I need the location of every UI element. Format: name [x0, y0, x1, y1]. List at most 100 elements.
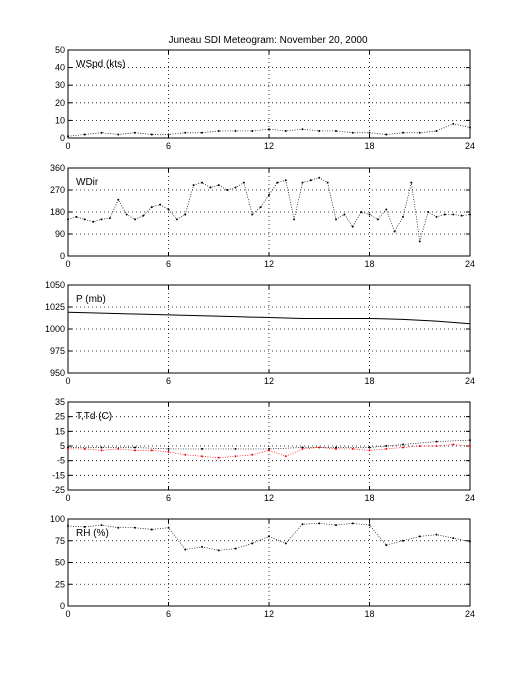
rh-data-point [402, 539, 404, 542]
rh-data-point [284, 542, 287, 545]
pressure-y-tick-label: 1025 [45, 302, 65, 312]
temp-dewpoint-data-point [301, 447, 304, 450]
rh-y-tick-label: 100 [50, 514, 65, 524]
wdir-data-point [217, 184, 220, 187]
temp-dewpoint-data-point [268, 447, 270, 450]
temp-dewpoint-x-tick-label: 6 [166, 493, 171, 503]
wdir-data-point [75, 215, 78, 218]
wspd-data-point [67, 135, 69, 138]
wdir-data-point [201, 181, 203, 184]
temp-dewpoint-data-point [234, 455, 237, 458]
temp-dewpoint-data-point [435, 445, 438, 447]
wdir-data-point [469, 213, 471, 216]
wdir-data-point [385, 208, 388, 211]
wdir-data-point [108, 217, 111, 220]
wspd-data-point [83, 133, 86, 136]
rh-data-point [469, 540, 471, 543]
wdir-data-point [150, 206, 153, 209]
rh-data-point [251, 542, 254, 545]
wspd-data-point [268, 128, 270, 131]
wspd-data-point [351, 131, 354, 134]
wdir-data-point [125, 213, 128, 216]
temp-dewpoint-data-point [134, 446, 136, 449]
rh-data-point [351, 522, 354, 525]
wdir-y-tick-label: 90 [55, 229, 65, 239]
wdir-y-tick-label: 270 [50, 185, 65, 195]
chart-title: Juneau SDI Meteogram: November 20, 2000 [169, 35, 368, 46]
wspd-y-tick-label: 40 [55, 63, 65, 73]
rh-x-tick-label: 12 [264, 609, 274, 619]
pressure-series-line [67, 311, 471, 325]
temp-dewpoint-y-tick-label: -15 [52, 470, 65, 480]
rh-data-point [335, 524, 337, 527]
wspd-data-point [402, 131, 404, 134]
rh-x-tick-label: 0 [65, 609, 70, 619]
wdir-data-point [443, 213, 446, 216]
wdir-data-point [402, 215, 404, 218]
temp-dewpoint-y-tick-label: 25 [55, 412, 65, 422]
wspd-y-tick-label: 30 [55, 80, 65, 90]
wspd-data-point [469, 126, 471, 129]
pressure-x-tick-label: 12 [264, 376, 274, 386]
wdir-x-tick-label: 24 [465, 259, 475, 269]
rh-x-tick-label: 24 [465, 609, 475, 619]
wdir-data-point [452, 213, 455, 216]
wdir-data-point [368, 213, 371, 216]
pressure-y-tick-label: 1050 [45, 280, 65, 290]
rh-data-point [184, 548, 187, 551]
rh-data-point [67, 524, 69, 527]
wdir-data-point [134, 218, 136, 221]
wdir-data-point [117, 198, 120, 201]
rh-data-point [435, 533, 438, 536]
temp-dewpoint-data-point [301, 446, 304, 449]
temp-dewpoint-data-point [435, 440, 438, 443]
rh-y-tick-label: 50 [55, 558, 65, 568]
wdir-data-point [376, 218, 379, 221]
rh-data-point [201, 545, 203, 548]
wdir-data-point [259, 206, 262, 209]
temp-dewpoint-data-point [134, 449, 136, 452]
temp-dewpoint-data-point [402, 446, 404, 449]
wspd-data-point [368, 131, 371, 134]
wdir-y-tick-label: 0 [60, 251, 65, 261]
wspd-data-point [134, 131, 136, 134]
temp-dewpoint-data-point [67, 447, 69, 450]
rh-data-point [150, 528, 153, 531]
temp-dewpoint-series-trace [68, 439, 471, 450]
wspd-data-point [150, 133, 153, 136]
wspd-data-point [234, 129, 237, 132]
wdir-data-point [192, 184, 195, 187]
wspd-data-point [251, 129, 254, 132]
wspd-x-tick-label: 24 [465, 141, 475, 151]
rh-data-point [318, 522, 321, 525]
wdir-data-point [251, 213, 254, 216]
rh-data-point [452, 537, 455, 540]
wspd-x-tick-label: 12 [264, 141, 274, 151]
wdir-data-point [284, 179, 287, 182]
wdir-data-point [427, 211, 430, 213]
wdir-data-point [67, 218, 69, 221]
wdir-data-point [209, 186, 212, 189]
temp-dewpoint-data-point [418, 445, 421, 447]
rh-x-tick-label: 6 [166, 609, 171, 619]
wdir-data-point [335, 218, 337, 221]
wdir-data-point [234, 186, 237, 189]
temp-dewpoint-data-point [117, 447, 120, 450]
temp-dewpoint-data-point [150, 449, 153, 452]
temp-dewpoint-x-tick-label: 24 [465, 493, 475, 503]
rh-x-tick-label: 18 [364, 609, 374, 619]
wspd-data-point [217, 129, 220, 132]
wspd-data-point [100, 131, 103, 134]
pressure-x-tick-label: 18 [364, 376, 374, 386]
rh-data-point [134, 526, 136, 529]
wdir-data-point [242, 181, 245, 184]
wspd-data-point [335, 129, 337, 132]
temp-dewpoint-x-tick-label: 12 [264, 493, 274, 503]
temp-dewpoint-data-point [469, 445, 471, 447]
rh-data-point [217, 549, 220, 552]
wspd-x-tick-label: 18 [364, 141, 374, 151]
rh-y-tick-label: 75 [55, 536, 65, 546]
pressure-panel: 0 6 12 18 24 950 975 1000 1025 1050 P (mb) [45, 280, 475, 386]
wdir-data-point [360, 211, 363, 213]
wspd-data-point [385, 133, 388, 136]
